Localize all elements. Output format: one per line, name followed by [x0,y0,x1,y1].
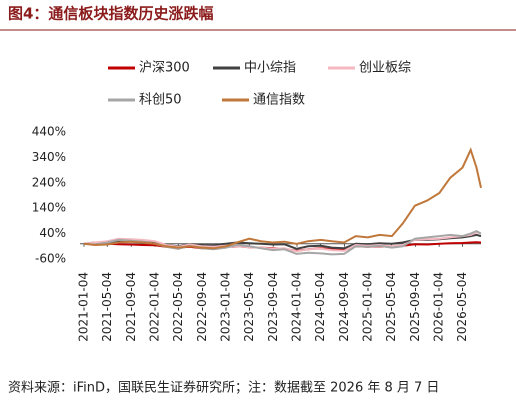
x-tick-label: 2023-09-04 [266,272,280,342]
legend-label: 通信指数 [253,93,305,108]
legend-label: 沪深300 [139,60,190,76]
x-tick-label: 2022-01-04 [147,272,161,342]
x-tick-label: 2021-05-04 [100,272,114,342]
x-tick-label: 2025-09-04 [408,272,422,342]
y-tick-label: -60% [35,252,66,266]
x-tick-label: 2025-01-04 [361,272,375,342]
x-tick-label: 2023-01-04 [218,272,232,342]
x-tick-label: 2024-05-04 [313,272,327,342]
x-tick-label: 2022-09-04 [195,272,209,342]
legend-label: 创业板综 [359,61,411,76]
x-tick-label: 2024-09-04 [337,272,351,342]
chart-title: 图4：通信板块指数历史涨跌幅 [8,5,213,23]
legend-label: 科创50 [139,93,182,108]
x-tick-label: 2022-05-04 [171,272,185,342]
x-tick-label: 2026-01-04 [432,272,446,342]
y-tick-label: 440% [32,125,66,139]
x-tick-label: 2025-05-04 [384,272,398,342]
x-tick-label: 2023-05-04 [242,272,256,342]
y-tick-label: 240% [32,175,66,189]
series-line [83,147,482,250]
x-tick-label: 2021-01-04 [77,272,91,342]
legend-label: 中小综指 [244,61,296,76]
y-tick-label: 40% [39,226,66,240]
source-note: 资料来源：iFinD，国联民生证券研究所；注：数据截至 2026 年 8 月 7… [8,380,439,396]
x-tick-label: 2024-01-04 [289,272,303,342]
x-tick-label: 2021-09-04 [124,272,138,342]
x-tick-label: 2026-05-04 [455,272,469,342]
series-line [83,231,482,253]
y-tick-label: 340% [32,150,66,164]
y-tick-label: 140% [32,201,66,215]
